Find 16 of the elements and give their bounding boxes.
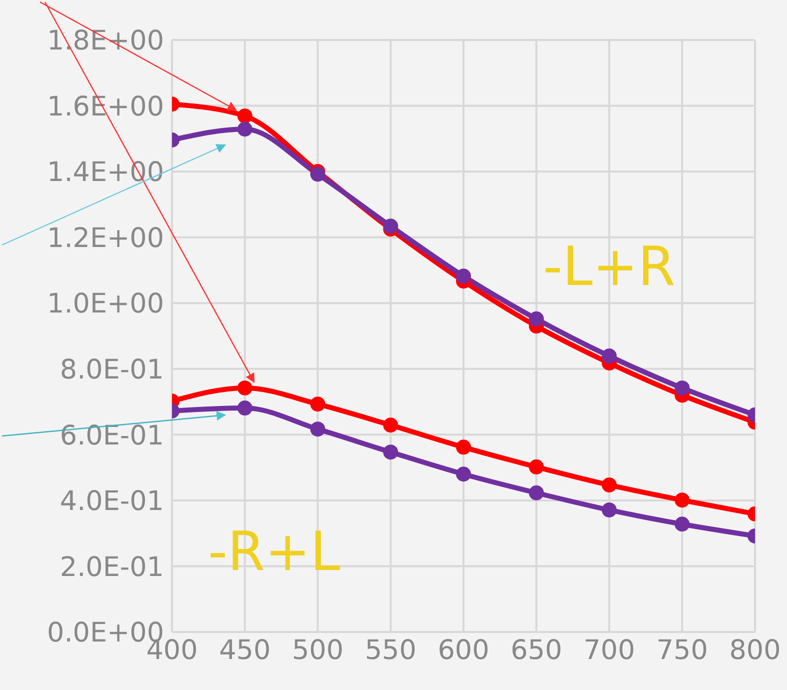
- y-tick-label: 1.2E+00: [47, 222, 164, 254]
- y-tick-label: 2.0E-01: [60, 552, 164, 583]
- x-tick-label: 650: [510, 635, 562, 666]
- x-tick-label: 500: [292, 635, 344, 666]
- x-tick-label: 800: [729, 635, 781, 666]
- x-tick-label: 750: [656, 635, 708, 666]
- y-tick-label: 1.0E+00: [47, 288, 164, 320]
- x-tick-label: 450: [219, 635, 271, 666]
- y-tick-label: 4.0E-01: [60, 486, 164, 518]
- x-tick-label: 550: [364, 635, 416, 666]
- x-tick-label: 700: [583, 635, 636, 666]
- annotation: -L+R: [543, 235, 676, 298]
- y-tick-label: 6.0E-01: [60, 420, 164, 452]
- y-tick-label: 8.0E-01: [60, 354, 164, 386]
- annotation: -R+L: [208, 520, 340, 583]
- x-tick-label: 600: [438, 635, 490, 666]
